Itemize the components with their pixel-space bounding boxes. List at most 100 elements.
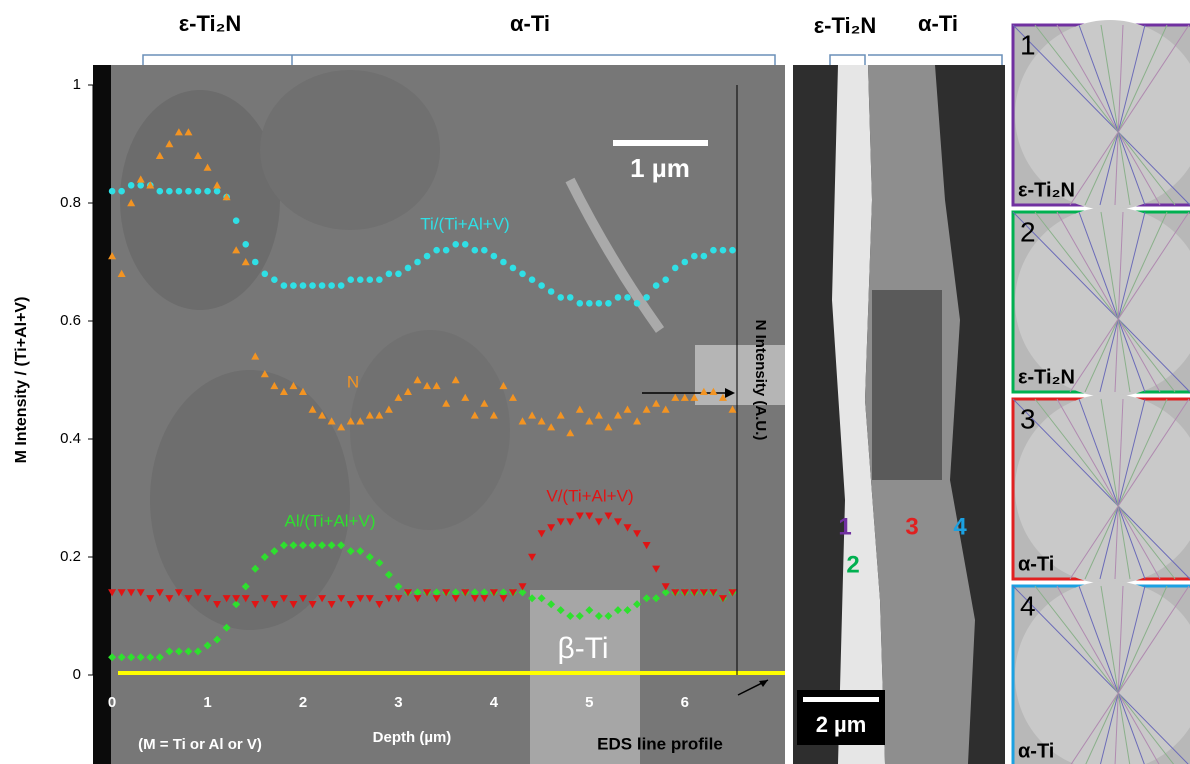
data-point — [270, 381, 279, 390]
data-point — [489, 589, 498, 597]
data-point — [203, 163, 212, 171]
kikuchi-band — [1012, 585, 1189, 764]
data-point — [318, 411, 327, 419]
data-point — [193, 589, 202, 597]
data-point — [433, 246, 440, 254]
data-point — [613, 518, 622, 526]
point-label: 4 — [953, 513, 967, 540]
data-point — [155, 589, 164, 597]
data-point — [365, 595, 374, 603]
data-point — [337, 541, 346, 550]
data-point — [280, 282, 288, 289]
data-point — [309, 282, 316, 289]
kikuchi-band — [1114, 211, 1124, 393]
data-point — [213, 187, 221, 195]
phase-label: α-Ti — [918, 11, 958, 36]
data-point — [174, 647, 183, 656]
data-point — [260, 370, 269, 378]
data-point — [108, 653, 117, 662]
data-point — [538, 282, 545, 289]
data-point — [403, 387, 412, 395]
data-point — [480, 595, 489, 603]
data-point — [127, 653, 136, 662]
data-point — [623, 405, 632, 413]
data-point — [652, 282, 660, 289]
data-point — [499, 381, 508, 390]
data-point — [432, 588, 441, 597]
data-point — [241, 595, 250, 603]
pattern-phase: α-Ti — [1018, 740, 1054, 762]
data-point — [376, 276, 383, 284]
pattern-phase: ε-Ti₂N — [1018, 179, 1075, 201]
data-point — [680, 589, 689, 597]
data-point — [633, 530, 642, 538]
pattern-number: 3 — [1020, 403, 1036, 434]
data-point — [671, 393, 680, 401]
data-point — [718, 595, 727, 603]
data-point — [166, 187, 173, 195]
data-point — [709, 387, 718, 395]
kikuchi-band — [1078, 211, 1146, 393]
data-point — [366, 276, 374, 284]
data-point — [432, 595, 441, 603]
point-label: 2 — [846, 551, 859, 578]
data-point — [384, 405, 393, 413]
data-point — [184, 128, 193, 136]
scale-label: 1 µm — [630, 153, 690, 183]
data-point — [575, 405, 584, 413]
data-point — [547, 524, 556, 532]
data-point — [680, 393, 689, 401]
data-point — [728, 405, 737, 413]
y-tick-label: 0.6 — [60, 312, 81, 329]
data-point — [261, 270, 269, 278]
data-point — [327, 541, 336, 550]
data-point — [117, 269, 126, 277]
data-point — [260, 553, 269, 561]
kikuchi-band — [1078, 398, 1146, 580]
data-point — [661, 583, 670, 591]
data-point — [232, 595, 241, 603]
data-point — [566, 294, 574, 301]
data-point — [213, 181, 222, 189]
data-point — [499, 595, 508, 603]
data-point — [594, 612, 603, 620]
data-point — [643, 294, 650, 301]
data-point — [719, 246, 727, 254]
data-point — [213, 635, 222, 644]
data-point — [594, 518, 603, 526]
data-point — [508, 393, 517, 401]
pattern-number: 1 — [1020, 29, 1036, 60]
data-point — [260, 595, 269, 603]
x-tick-label: 1 — [203, 694, 211, 711]
data-point — [394, 582, 403, 591]
data-point — [108, 589, 117, 597]
data-point — [518, 588, 527, 597]
data-point — [289, 541, 298, 550]
data-point — [566, 518, 575, 526]
data-point — [585, 417, 594, 425]
data-point — [681, 258, 689, 266]
beta-label: β-Ti — [557, 632, 608, 665]
data-point — [451, 588, 460, 597]
point-label: 3 — [905, 513, 918, 540]
kikuchi-band — [1056, 211, 1161, 393]
x-tick-label: 3 — [394, 694, 402, 711]
data-point — [470, 588, 479, 597]
grain — [872, 290, 942, 480]
scale-bar — [803, 697, 879, 702]
data-point — [146, 595, 155, 603]
data-point — [575, 512, 584, 520]
kikuchi-band — [1099, 398, 1146, 580]
data-point — [337, 423, 346, 431]
data-point — [271, 276, 278, 284]
data-point — [394, 393, 403, 401]
data-point — [500, 258, 507, 266]
grain — [150, 370, 350, 630]
kikuchi-band — [1084, 398, 1168, 580]
data-point — [537, 530, 546, 538]
grain — [120, 90, 280, 310]
data-point — [242, 241, 250, 248]
data-point — [251, 258, 259, 266]
x-tick-label: 6 — [681, 694, 689, 711]
data-point — [480, 399, 489, 407]
